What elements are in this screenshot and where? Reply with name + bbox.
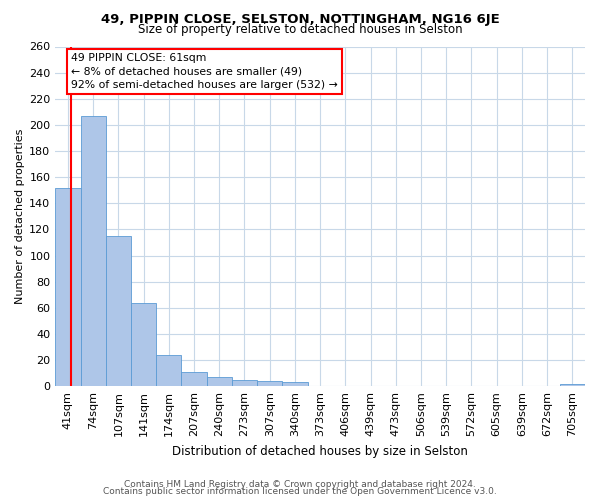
Text: Contains public sector information licensed under the Open Government Licence v3: Contains public sector information licen… [103,488,497,496]
Bar [80,116,106,386]
Bar [181,372,206,386]
Y-axis label: Number of detached properties: Number of detached properties [15,128,25,304]
Bar [232,380,257,386]
Text: 49 PIPPIN CLOSE: 61sqm
← 8% of detached houses are smaller (49)
92% of semi-deta: 49 PIPPIN CLOSE: 61sqm ← 8% of detached … [71,54,338,90]
Text: 49, PIPPIN CLOSE, SELSTON, NOTTINGHAM, NG16 6JE: 49, PIPPIN CLOSE, SELSTON, NOTTINGHAM, N… [101,12,499,26]
Bar [283,382,308,386]
Bar [257,381,283,386]
Bar [106,236,131,386]
Bar [560,384,585,386]
X-axis label: Distribution of detached houses by size in Selston: Distribution of detached houses by size … [172,444,468,458]
Bar [55,188,80,386]
Text: Size of property relative to detached houses in Selston: Size of property relative to detached ho… [137,24,463,36]
Text: Contains HM Land Registry data © Crown copyright and database right 2024.: Contains HM Land Registry data © Crown c… [124,480,476,489]
Bar [206,377,232,386]
Bar [156,355,181,386]
Bar [131,302,156,386]
